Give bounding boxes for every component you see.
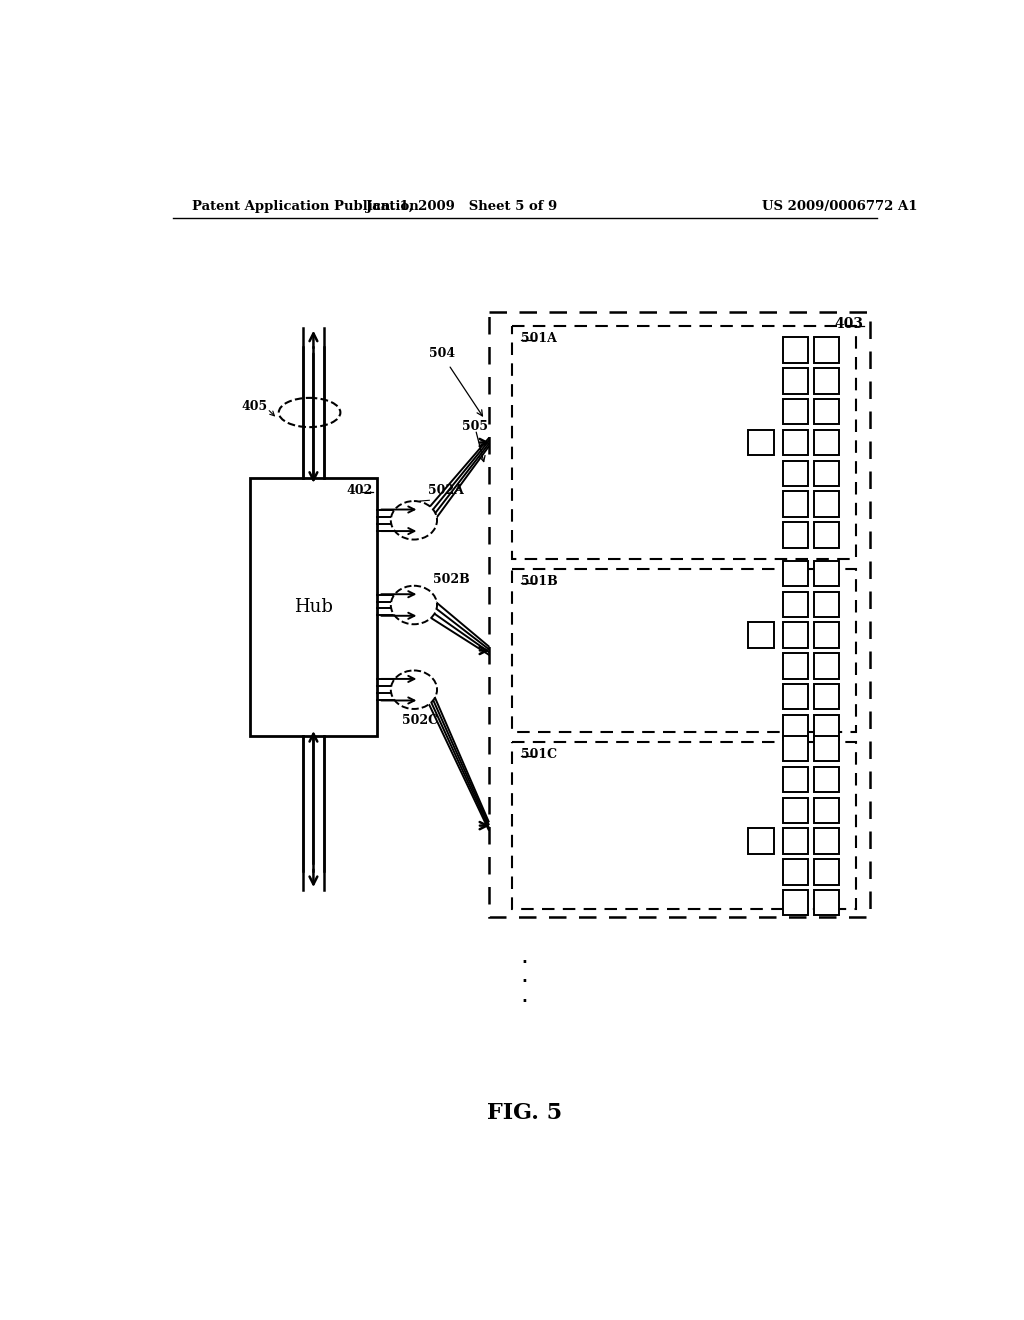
Text: Jan. 1, 2009   Sheet 5 of 9: Jan. 1, 2009 Sheet 5 of 9: [366, 199, 557, 213]
Ellipse shape: [279, 397, 340, 428]
Text: Hub: Hub: [294, 598, 333, 616]
Text: 502A: 502A: [428, 484, 464, 498]
Bar: [782, 430, 808, 455]
Text: ·: ·: [521, 990, 528, 1014]
Text: 502C: 502C: [402, 714, 438, 727]
Bar: [782, 890, 808, 915]
Bar: [813, 461, 839, 486]
Text: 405: 405: [241, 400, 267, 413]
Bar: [749, 622, 773, 648]
Bar: [813, 491, 839, 517]
Bar: [813, 859, 839, 884]
Ellipse shape: [391, 586, 437, 624]
Bar: [782, 561, 808, 586]
Bar: [813, 797, 839, 822]
Text: ·: ·: [521, 970, 528, 994]
Bar: [250, 478, 377, 737]
Bar: [813, 591, 839, 616]
Bar: [749, 430, 773, 455]
Text: ·: ·: [521, 950, 528, 975]
Bar: [782, 653, 808, 678]
Bar: [782, 829, 808, 854]
Text: Patent Application Publication: Patent Application Publication: [193, 199, 419, 213]
Text: 402: 402: [347, 484, 373, 498]
Text: 502B: 502B: [433, 573, 470, 586]
Ellipse shape: [391, 502, 437, 540]
Bar: [813, 767, 839, 792]
Ellipse shape: [391, 671, 437, 709]
Bar: [782, 622, 808, 648]
Bar: [813, 622, 839, 648]
Bar: [813, 430, 839, 455]
Bar: [782, 338, 808, 363]
Bar: [813, 714, 839, 741]
Text: 501B: 501B: [521, 576, 558, 587]
Bar: [782, 859, 808, 884]
Bar: [813, 523, 839, 548]
Bar: [813, 890, 839, 915]
Bar: [749, 829, 773, 854]
Bar: [782, 491, 808, 517]
Bar: [813, 653, 839, 678]
Bar: [782, 591, 808, 616]
Bar: [512, 326, 856, 558]
Bar: [782, 767, 808, 792]
Text: 501A: 501A: [521, 333, 557, 346]
Bar: [813, 338, 839, 363]
Bar: [512, 742, 856, 909]
Bar: [782, 797, 808, 822]
Text: US 2009/0006772 A1: US 2009/0006772 A1: [762, 199, 918, 213]
Text: 505: 505: [462, 420, 487, 433]
Bar: [813, 684, 839, 709]
Text: 501C: 501C: [521, 748, 557, 762]
Bar: [782, 461, 808, 486]
Bar: [782, 684, 808, 709]
Bar: [782, 399, 808, 425]
Bar: [813, 368, 839, 393]
Bar: [488, 313, 869, 917]
Bar: [813, 829, 839, 854]
Bar: [782, 737, 808, 762]
Text: 504: 504: [429, 347, 456, 360]
Text: FIG. 5: FIG. 5: [487, 1102, 562, 1125]
Bar: [813, 737, 839, 762]
Bar: [813, 561, 839, 586]
Bar: [512, 569, 856, 733]
Bar: [782, 714, 808, 741]
Bar: [782, 368, 808, 393]
Bar: [782, 523, 808, 548]
Bar: [813, 399, 839, 425]
Text: 403: 403: [835, 317, 863, 331]
